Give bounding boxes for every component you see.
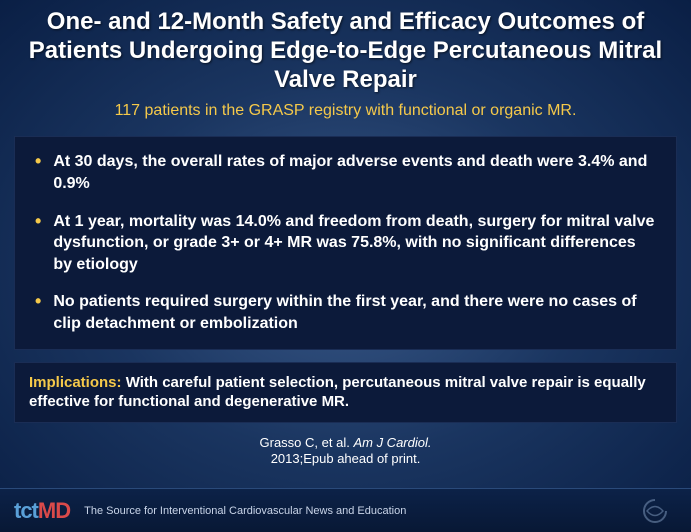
bullet-marker-icon: • (35, 151, 41, 173)
citation: Grasso C, et al. Am J Cardiol. 2013;Epub… (0, 435, 691, 468)
logo-part2: MD (38, 498, 70, 523)
footer-bar: tctMD The Source for Interventional Card… (0, 488, 691, 532)
slide-subtitle: 117 patients in the GRASP registry with … (0, 100, 691, 130)
bullets-panel: • At 30 days, the overall rates of major… (14, 136, 677, 349)
bullet-item: • No patients required surgery within th… (35, 291, 658, 334)
bullet-text: At 30 days, the overall rates of major a… (53, 151, 658, 194)
logo-part1: tct (14, 498, 38, 523)
implications-label: Implications: (29, 374, 122, 391)
bullet-marker-icon: • (35, 211, 41, 233)
citation-authors: Grasso C, et al. (260, 435, 350, 450)
implications-panel: Implications: With careful patient selec… (14, 362, 677, 423)
bullet-text: No patients required surgery within the … (53, 291, 658, 334)
bullet-text: At 1 year, mortality was 14.0% and freed… (53, 211, 658, 276)
citation-journal: Am J Cardiol. (353, 435, 431, 450)
crf-logo-icon (633, 496, 677, 526)
bullet-marker-icon: • (35, 291, 41, 313)
footer-tagline: The Source for Interventional Cardiovasc… (84, 505, 406, 517)
implications-text: With careful patient selection, percutan… (29, 374, 646, 411)
slide: One- and 12-Month Safety and Efficacy Ou… (0, 0, 691, 532)
slide-title: One- and 12-Month Safety and Efficacy Ou… (0, 0, 691, 100)
citation-year: 2013;Epub ahead of print. (271, 451, 421, 466)
bullet-item: • At 30 days, the overall rates of major… (35, 151, 658, 194)
bullet-item: • At 1 year, mortality was 14.0% and fre… (35, 211, 658, 276)
tctmd-logo: tctMD (14, 498, 70, 524)
